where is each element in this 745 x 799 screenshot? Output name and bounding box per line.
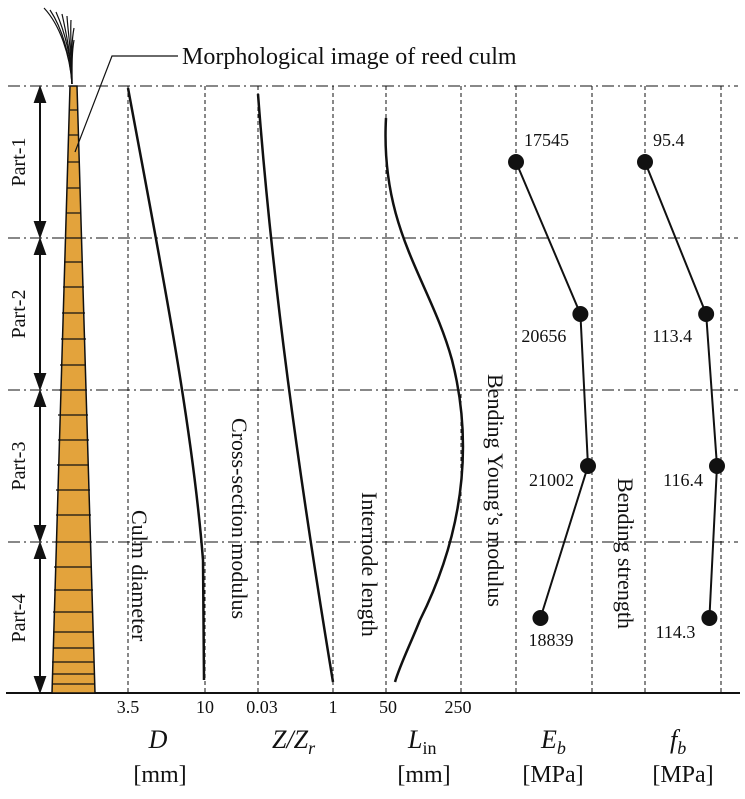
part-arrow-2-head-top — [33, 237, 47, 255]
part-arrow-1-head-bottom — [33, 221, 47, 239]
e-unit: [MPa] — [522, 762, 583, 788]
youngs-modulus-value-3: 21002 — [529, 470, 574, 490]
bending-strength-point-3 — [709, 458, 725, 474]
bending-strength-value-1: 95.4 — [653, 130, 685, 150]
z-tick-max: 1 — [329, 697, 338, 717]
part-label-3: Part-3 — [8, 442, 30, 491]
part-arrow-4-head-top — [33, 541, 47, 559]
bending-strength-series: 95.4 113.4 116.4 114.3 — [637, 130, 725, 642]
l-tick-max: 250 — [445, 697, 472, 717]
f-symbol-sub: b — [677, 738, 686, 758]
youngs-modulus-line — [515, 161, 590, 619]
part-arrow-3-head-bottom — [33, 525, 47, 543]
youngs-modulus-point-3 — [580, 458, 596, 474]
z-symbol-main: Z/Z — [272, 725, 309, 754]
bending-youngs-modulus-label: Bending Young’s modulus — [483, 374, 508, 607]
d-symbol: D — [148, 725, 168, 754]
bending-strength-value-2: 113.4 — [652, 326, 692, 346]
cross-section-modulus-label: Cross-section modulus — [227, 418, 252, 619]
bending-strength-label: Bending strength — [613, 478, 638, 629]
part-arrow-1-head-top — [33, 85, 47, 103]
part-arrow-4-head-bottom — [33, 676, 47, 694]
youngs-modulus-point-2 — [572, 306, 589, 322]
callout: Morphological image of reed culm — [74, 44, 517, 153]
e-symbol: Eb — [540, 725, 566, 758]
callout-leader — [74, 55, 178, 153]
youngs-modulus-value-2: 20656 — [521, 326, 566, 346]
bending-strength-line — [644, 161, 719, 619]
l-tick-min: 50 — [379, 697, 397, 717]
internode-length-label: Internode length — [357, 492, 382, 637]
d-tick-max: 10 — [196, 697, 214, 717]
f-symbol-main: f — [670, 725, 681, 754]
part-label-1: Part-1 — [8, 138, 30, 187]
d-tick-min: 3.5 — [117, 697, 140, 717]
reed-plume — [43, 7, 75, 85]
l-unit: [mm] — [397, 762, 450, 788]
z-symbol-sub: r — [308, 738, 316, 758]
bending-strength-point-1 — [637, 154, 653, 170]
part-label-2: Part-2 — [8, 290, 30, 339]
youngs-modulus-value-4: 18839 — [528, 630, 573, 650]
panel-guides — [127, 86, 722, 693]
z-symbol: Z/Zr — [272, 725, 316, 758]
part-boundaries — [8, 85, 738, 543]
culm-diameter-curve — [126, 87, 206, 681]
culm-diameter-label: Culm diameter — [127, 510, 152, 642]
part-arrow-2-head-bottom — [33, 373, 47, 391]
l-symbol-sub: in — [422, 738, 436, 758]
l-symbol-main: L — [407, 725, 422, 754]
bending-strength-point-2 — [698, 306, 715, 322]
e-symbol-main: E — [540, 725, 557, 754]
youngs-modulus-point-4 — [532, 610, 549, 626]
bending-strength-value-4: 114.3 — [656, 622, 696, 642]
youngs-modulus-value-1: 17545 — [524, 130, 569, 150]
youngs-modulus-series: 17545 20656 21002 18839 — [508, 130, 596, 650]
z-tick-min: 0.03 — [246, 697, 278, 717]
youngs-modulus-point-1 — [508, 154, 524, 170]
bending-strength-value-3: 116.4 — [663, 470, 703, 490]
reed-culm-image — [43, 7, 96, 694]
part-arrows — [33, 85, 47, 694]
f-symbol: fb — [670, 725, 686, 758]
bending-strength-point-4 — [701, 610, 718, 626]
culm-nodes — [52, 109, 95, 685]
internode-length-curve — [384, 117, 465, 683]
cross-section-modulus-curve — [256, 93, 335, 683]
e-symbol-sub: b — [557, 738, 566, 758]
f-unit: [MPa] — [652, 762, 713, 788]
part-arrow-3-head-top — [33, 389, 47, 407]
d-unit: [mm] — [133, 762, 186, 788]
part-label-4: Part-4 — [8, 594, 30, 643]
callout-text: Morphological image of reed culm — [182, 44, 517, 70]
l-symbol: Lin — [407, 725, 436, 758]
